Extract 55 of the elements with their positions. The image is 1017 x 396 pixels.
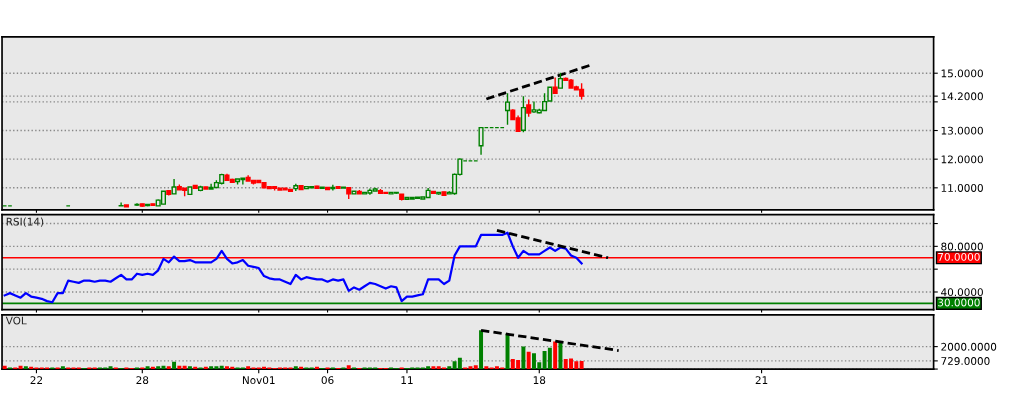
bar — [166, 366, 171, 370]
ref-line-label: 70.0000 — [938, 252, 980, 261]
candlestick — [478, 126, 484, 156]
bar — [431, 366, 436, 370]
bar — [2, 365, 7, 370]
y-tick-label: 729.0000 — [941, 357, 990, 365]
y-tick-label: 15.0000 — [941, 69, 983, 78]
y-tick-label: 80.0000 — [941, 242, 983, 251]
x-tick-label: 21 — [755, 376, 768, 384]
line-series — [3, 231, 583, 304]
x-tick-label: 22 — [30, 376, 43, 384]
bar — [145, 366, 150, 370]
bar — [505, 333, 510, 370]
x-tick-label: 28 — [136, 376, 149, 385]
bar — [23, 366, 28, 370]
bar — [473, 365, 478, 370]
bar — [108, 366, 113, 370]
bar — [553, 341, 558, 370]
bar — [346, 365, 351, 370]
y-tick-label: 13.0000 — [941, 126, 983, 135]
chart-title: VOL — [5, 316, 27, 325]
candlestick — [118, 201, 124, 207]
x-tick-label: 18 — [533, 376, 546, 385]
bar — [521, 346, 526, 370]
ref-line-label: 30.0000 — [938, 298, 980, 307]
bar — [246, 366, 251, 370]
bar — [172, 361, 177, 370]
bar — [18, 365, 23, 370]
candlestick — [520, 95, 526, 133]
x-tick-label: 11 — [401, 376, 413, 384]
bar — [156, 366, 161, 370]
chart-title: RSI(14) — [6, 217, 44, 227]
bar — [558, 342, 563, 370]
x-tick-label: 06 — [321, 376, 334, 385]
bar — [457, 357, 462, 370]
bar — [60, 366, 65, 370]
bar — [187, 366, 192, 370]
bar — [182, 365, 187, 370]
bar — [547, 347, 552, 370]
bar — [177, 365, 182, 370]
bar — [484, 366, 489, 370]
bar — [526, 351, 531, 370]
y-tick-label: 2000.0000 — [941, 342, 997, 351]
bar — [479, 330, 484, 370]
candlestick — [504, 92, 511, 126]
y-tick-label: 40.0000 — [941, 288, 983, 297]
y-tick-label: 12.0000 — [941, 155, 983, 164]
bar — [219, 365, 224, 370]
y-tick-label: 11.0000 — [941, 184, 983, 192]
x-tick-label: Nov01 — [242, 376, 275, 385]
y-tick-label: 14.2000 — [941, 92, 983, 101]
bar — [293, 366, 298, 370]
bar — [209, 366, 214, 370]
bar — [579, 360, 584, 370]
bar — [447, 366, 452, 370]
